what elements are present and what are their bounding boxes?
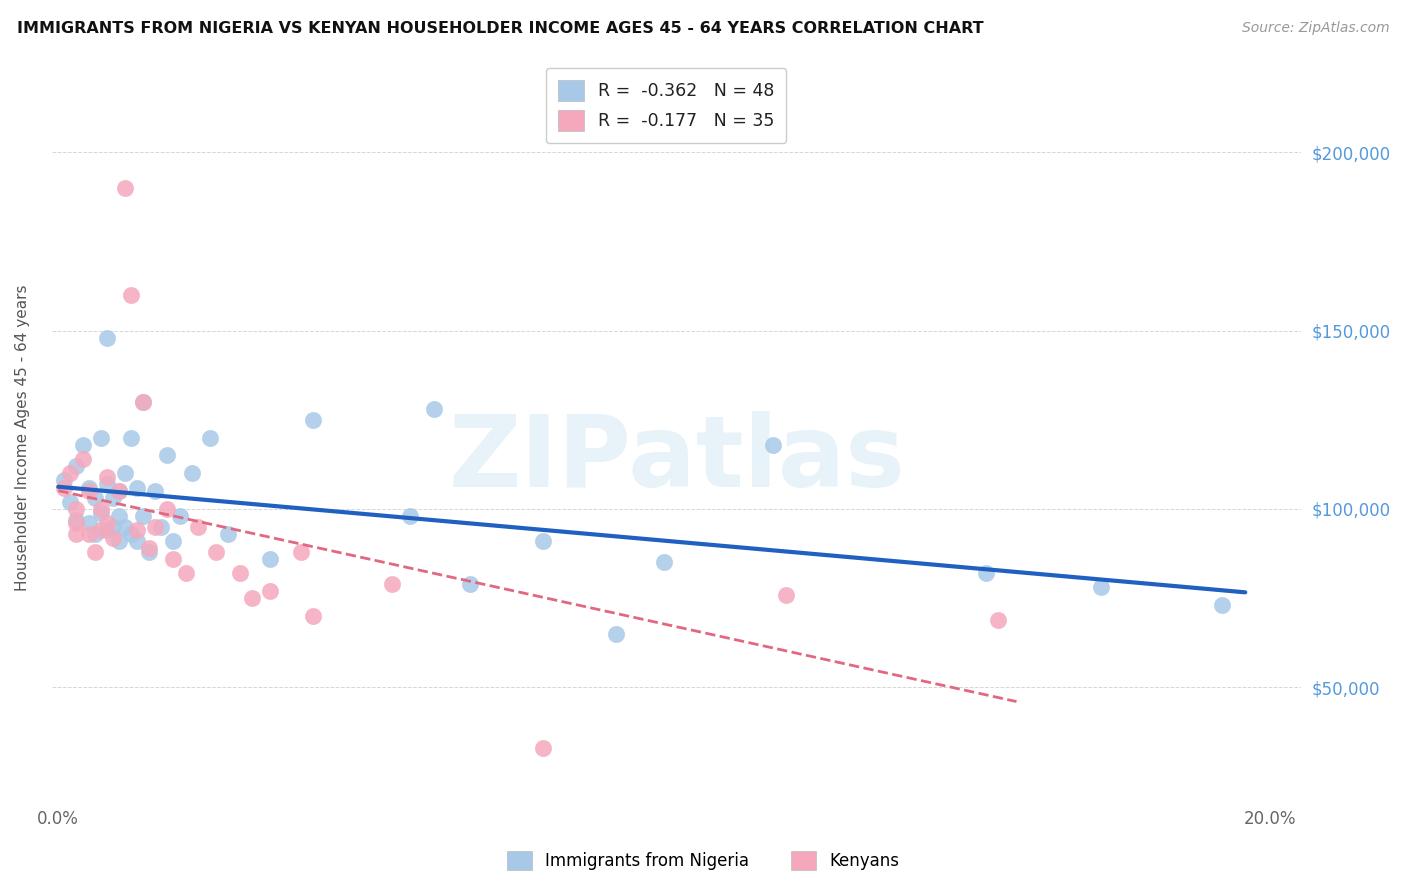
Point <box>150 520 173 534</box>
Point <box>114 520 136 534</box>
Point <box>72 452 94 467</box>
Point <box>125 534 148 549</box>
Point <box>460 577 482 591</box>
Point <box>132 395 155 409</box>
Point <box>775 588 797 602</box>
Point <box>96 331 118 345</box>
Point <box>114 181 136 195</box>
Point <box>114 467 136 481</box>
Point <box>138 541 160 556</box>
Point <box>90 506 112 520</box>
Point <box>290 545 312 559</box>
Point <box>143 484 166 499</box>
Point <box>1211 599 1233 613</box>
Point <box>65 459 87 474</box>
Point <box>72 438 94 452</box>
Point <box>762 438 785 452</box>
Point <box>169 509 191 524</box>
Point <box>96 477 118 491</box>
Legend: Immigrants from Nigeria, Kenyans: Immigrants from Nigeria, Kenyans <box>501 844 905 877</box>
Point <box>423 402 446 417</box>
Point <box>65 502 87 516</box>
Point <box>108 534 131 549</box>
Point <box>143 520 166 534</box>
Point <box>108 484 131 499</box>
Point <box>987 613 1010 627</box>
Point <box>83 545 105 559</box>
Point <box>101 491 124 506</box>
Point <box>65 527 87 541</box>
Point <box>83 491 105 506</box>
Point <box>90 431 112 445</box>
Point <box>108 509 131 524</box>
Text: Source: ZipAtlas.com: Source: ZipAtlas.com <box>1241 21 1389 35</box>
Point <box>120 431 142 445</box>
Point <box>205 545 228 559</box>
Point <box>531 534 554 549</box>
Point <box>59 467 82 481</box>
Point <box>65 513 87 527</box>
Point <box>125 524 148 538</box>
Point <box>83 527 105 541</box>
Point <box>605 627 627 641</box>
Point <box>90 524 112 538</box>
Point <box>156 502 179 516</box>
Text: ZIPatlas: ZIPatlas <box>449 411 905 508</box>
Point <box>156 449 179 463</box>
Point <box>302 413 325 427</box>
Point <box>1090 581 1112 595</box>
Point <box>96 524 118 538</box>
Point <box>229 566 252 581</box>
Point <box>108 484 131 499</box>
Y-axis label: Householder Income Ages 45 - 64 years: Householder Income Ages 45 - 64 years <box>15 285 30 591</box>
Point <box>65 516 87 531</box>
Point <box>132 509 155 524</box>
Point <box>138 545 160 559</box>
Point <box>101 531 124 545</box>
Point <box>240 591 263 606</box>
Point <box>217 527 239 541</box>
Point <box>132 395 155 409</box>
Point <box>381 577 404 591</box>
Point <box>53 474 76 488</box>
Point <box>77 527 100 541</box>
Point <box>302 609 325 624</box>
Point <box>174 566 197 581</box>
Point <box>77 484 100 499</box>
Legend: R =  -0.362   N = 48, R =  -0.177   N = 35: R = -0.362 N = 48, R = -0.177 N = 35 <box>546 68 786 143</box>
Point <box>77 516 100 531</box>
Point <box>77 481 100 495</box>
Point <box>187 520 209 534</box>
Point <box>59 495 82 509</box>
Point <box>96 470 118 484</box>
Point <box>96 516 118 531</box>
Point <box>53 481 76 495</box>
Point <box>162 552 184 566</box>
Point <box>259 584 281 599</box>
Point <box>654 556 676 570</box>
Point <box>101 520 124 534</box>
Point <box>120 288 142 302</box>
Point <box>398 509 420 524</box>
Point <box>198 431 221 445</box>
Point <box>259 552 281 566</box>
Point <box>162 534 184 549</box>
Point <box>90 502 112 516</box>
Text: IMMIGRANTS FROM NIGERIA VS KENYAN HOUSEHOLDER INCOME AGES 45 - 64 YEARS CORRELAT: IMMIGRANTS FROM NIGERIA VS KENYAN HOUSEH… <box>17 21 984 36</box>
Point <box>120 527 142 541</box>
Point <box>974 566 997 581</box>
Point <box>180 467 202 481</box>
Point <box>531 741 554 756</box>
Point <box>125 481 148 495</box>
